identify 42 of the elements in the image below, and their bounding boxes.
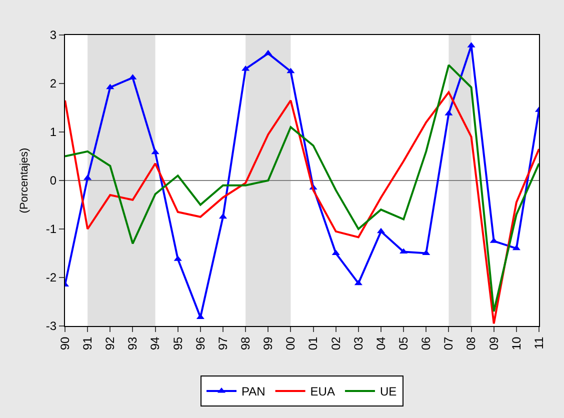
x-tick-label: 07 (442, 336, 456, 350)
x-tick-label: 08 (464, 336, 478, 350)
y-tick-label: 3 (50, 28, 57, 42)
x-tick-label: 92 (103, 336, 118, 350)
point (264, 50, 272, 56)
x-tick-label: 04 (374, 336, 388, 350)
y-tick-label: 0 (50, 174, 57, 188)
y-tick-label: -1 (46, 222, 57, 236)
y-tick-label: 2 (50, 76, 57, 91)
legend-label: EUA (310, 384, 335, 399)
x-tick-label: 05 (396, 336, 410, 350)
point (151, 148, 160, 154)
x-tick-label: 10 (509, 336, 524, 350)
point (286, 68, 295, 74)
y-tick-label: 1 (50, 125, 57, 140)
point (400, 248, 408, 254)
x-tick-label: 09 (486, 336, 501, 350)
x-tick-label: 91 (80, 336, 94, 350)
line-series (65, 91, 539, 325)
point (242, 65, 250, 71)
y-axis-title: (Porcentajes) (18, 148, 31, 214)
x-tick-label: 01 (306, 336, 320, 350)
point (354, 280, 362, 286)
x-tick-label: 96 (193, 336, 208, 350)
y-tick-label: -2 (46, 270, 57, 285)
point (106, 84, 114, 90)
x-tick-label: 99 (261, 336, 276, 350)
x-tick-label: 03 (351, 336, 366, 350)
y-tick-label: -3 (46, 319, 57, 334)
x-tick-label: 93 (126, 336, 140, 350)
x-tick-label: 95 (170, 336, 185, 350)
x-tick-label: 90 (58, 336, 72, 350)
point (512, 244, 520, 250)
x-tick-label: 11 (532, 336, 546, 350)
x-tick-label: 06 (419, 336, 434, 350)
x-tick-label: 97 (216, 336, 230, 350)
legend-label: UE (380, 384, 397, 399)
x-tick-label: 02 (328, 336, 343, 350)
x-tick-label: 98 (238, 336, 252, 350)
x-tick-label: 00 (284, 336, 298, 350)
x-tick-label: 94 (148, 336, 162, 350)
legend-label: PAN (242, 384, 266, 399)
